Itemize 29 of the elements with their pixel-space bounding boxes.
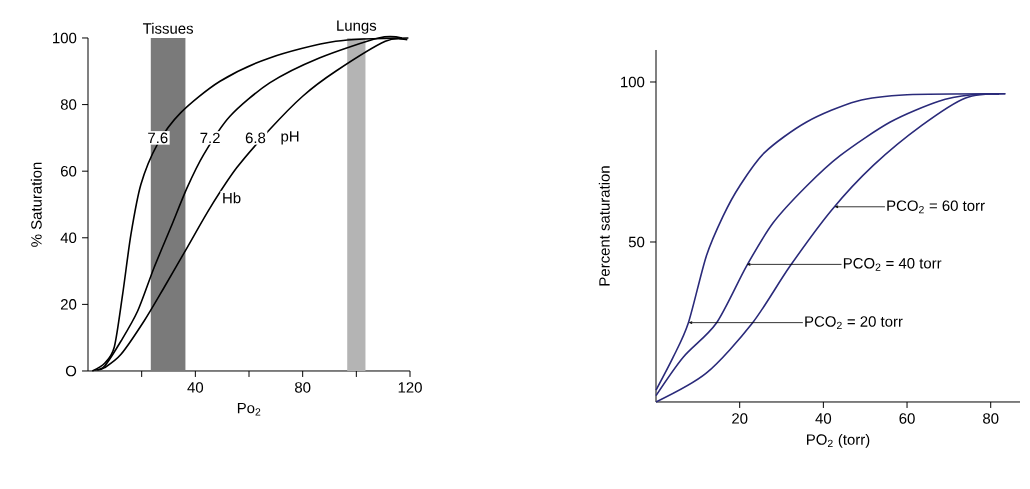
x-tick-label: 80 [983, 413, 999, 424]
x-tick-label: 120 [398, 382, 422, 393]
annotation: PCO$_{2}$ = 60 torr [887, 200, 985, 214]
x-axis-title: Po$_{2}$ [237, 402, 261, 416]
annotation: 7.2 [200, 132, 220, 144]
y-tick-label: 80 [60, 99, 77, 110]
annotation: Hb [223, 192, 241, 204]
annotation: PCO$_{2}$ = 40 torr [843, 257, 942, 271]
y-axis-title: Percent saturation [598, 166, 610, 286]
y-tick-label: 20 [60, 299, 77, 310]
y-axis-title: % Saturation [30, 162, 42, 247]
y-tick-label: 100 [621, 76, 645, 88]
annotation: pH [281, 131, 299, 145]
y-tick-label: 50 [628, 236, 645, 248]
annotation: 7.6 [148, 132, 168, 144]
y-tick-label: 100 [53, 32, 77, 44]
annotation: 6.8 [245, 132, 266, 144]
x-tick-label: 20 [732, 413, 748, 424]
band-label: Lungs [337, 20, 377, 34]
annotation: PCO$_{2}$ = 20 torr [805, 316, 903, 330]
band-label: Tissues [142, 22, 194, 34]
x-axis-title: PO$_{2}$ (torr) [807, 433, 870, 448]
y-tick-label: 60 [61, 165, 77, 177]
x-tick-label: 40 [187, 382, 204, 393]
x-tick-label: 80 [295, 382, 311, 393]
y-tick-label: O [65, 365, 77, 377]
x-tick-label: 60 [899, 413, 915, 424]
x-tick-label: 40 [815, 413, 832, 424]
y-tick-label: 40 [60, 232, 77, 244]
